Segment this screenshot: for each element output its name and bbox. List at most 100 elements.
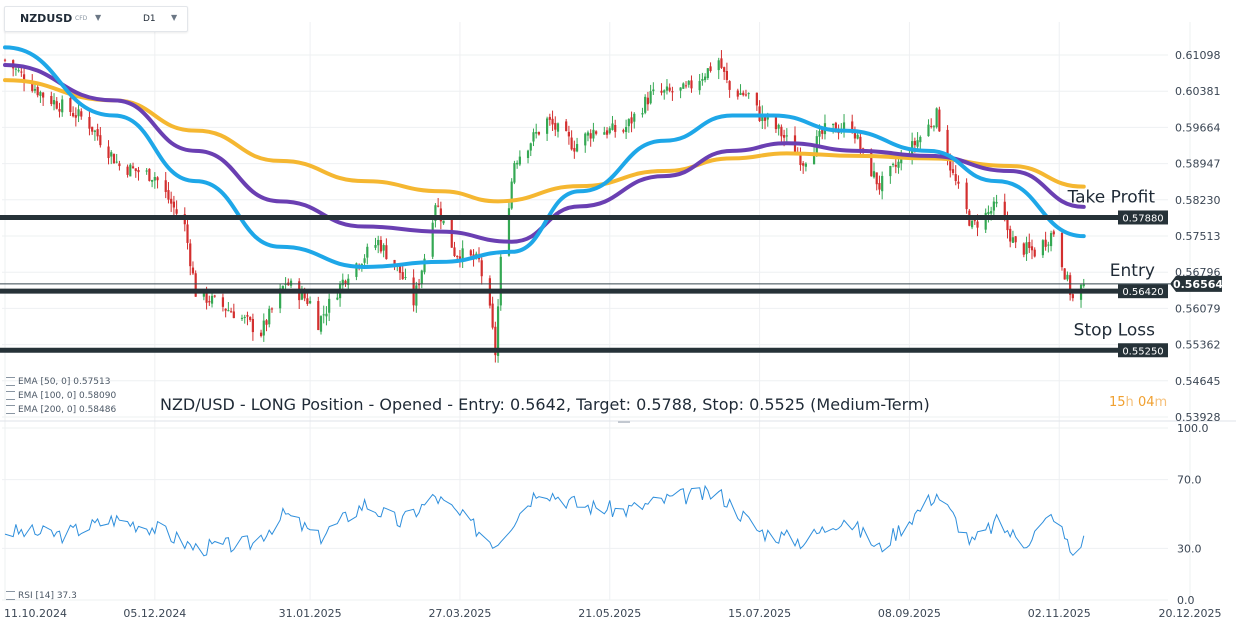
- candle-body: [1049, 233, 1053, 247]
- candle-body: [61, 99, 64, 113]
- candle-body: [96, 129, 99, 137]
- candle-body: [227, 310, 230, 312]
- chevron-down-icon[interactable]: ▼: [171, 13, 178, 22]
- candle-body: [1066, 274, 1069, 280]
- candle-body: [614, 125, 617, 132]
- candle-body: [58, 109, 61, 112]
- candle-body: [878, 182, 881, 190]
- candle-body: [110, 152, 113, 157]
- candle-body: [1041, 240, 1044, 256]
- ema200-legend[interactable]: EMA [200, 0] 0.58486: [6, 405, 116, 415]
- candle-body: [992, 201, 995, 211]
- candle-body: [494, 326, 497, 356]
- candle-body: [913, 140, 916, 146]
- chevron-down-icon[interactable]: ▼: [95, 13, 102, 22]
- indicator-settings-icon[interactable]: [6, 391, 15, 400]
- level-tag-text: 0.55250: [1122, 346, 1163, 357]
- candle-body: [935, 108, 938, 128]
- candle-body: [938, 109, 941, 132]
- candle-body: [709, 66, 712, 71]
- candle-body: [946, 129, 949, 161]
- candle-body: [510, 181, 513, 209]
- rsi-panel: 100.0 70.0 30.0 0.0: [4, 422, 1209, 607]
- candle-body: [1033, 249, 1036, 257]
- indicator-settings-icon[interactable]: [6, 377, 15, 386]
- candle-body: [516, 162, 519, 165]
- time-axis[interactable]: 11.10.2024 05.12.2024 31.01.2025 27.03.2025…: [4, 607, 1221, 620]
- candle-body: [1044, 239, 1047, 247]
- rsi-legend[interactable]: RSI [14] 37.3: [6, 591, 77, 601]
- indicator-settings-icon[interactable]: [6, 591, 15, 600]
- candle-body: [671, 91, 674, 93]
- candle-body: [366, 246, 369, 258]
- candle-body: [322, 314, 325, 316]
- candle-body: [897, 161, 900, 168]
- candle-body: [55, 101, 58, 109]
- candle-body: [875, 172, 878, 185]
- price-axis[interactable]: 0.61098 0.60381 0.59664 0.58947 0.58230 0.575…: [1175, 49, 1221, 424]
- ema50-legend[interactable]: EMA [50, 0] 0.57513: [6, 377, 110, 387]
- candle-body: [347, 278, 350, 285]
- symbol-selector[interactable]: NZDUSD CFD ▼ D1 ▼: [4, 6, 188, 32]
- panel-resize-handle[interactable]: [618, 421, 630, 423]
- candle-body: [80, 111, 83, 117]
- candle-body: [630, 117, 633, 124]
- candle-body: [325, 313, 328, 317]
- ema200-label: EMA [200, 0] 0.58486: [18, 405, 117, 415]
- candle-body: [112, 154, 116, 164]
- candle-body: [134, 168, 137, 171]
- candle-body: [990, 211, 993, 214]
- candles: [3, 50, 1085, 363]
- level-tag: [1118, 343, 1168, 358]
- candle-body: [205, 288, 208, 303]
- candle-body: [126, 166, 129, 175]
- candle-body: [706, 68, 709, 79]
- candle-body: [189, 243, 192, 267]
- candle-body: [821, 129, 824, 134]
- candle-body: [891, 163, 895, 166]
- candle-body: [439, 208, 442, 222]
- candle-body: [246, 315, 249, 317]
- candle-body: [232, 311, 235, 319]
- candle-body: [518, 156, 521, 165]
- candle-body: [573, 147, 576, 152]
- candle-body: [723, 67, 726, 72]
- candle-body: [17, 70, 20, 72]
- candle-body: [761, 114, 764, 122]
- candle-body: [1069, 275, 1072, 295]
- ema100-legend[interactable]: EMA [100, 0] 0.58090: [6, 391, 116, 401]
- candle-body: [870, 149, 873, 177]
- current-price-text: 0.56564: [1173, 278, 1223, 291]
- indicator-settings-icon[interactable]: [6, 405, 15, 414]
- time-tick-label: 15.07.2025: [728, 607, 791, 620]
- candle-body: [77, 109, 80, 117]
- time-tick-label: 31.01.2025: [279, 607, 342, 620]
- candle-body: [900, 156, 903, 164]
- ema50-line: [3, 45, 1086, 269]
- candle-body: [284, 283, 287, 285]
- candle-body: [175, 209, 178, 214]
- candle-body: [72, 113, 75, 117]
- candle-body: [91, 126, 94, 132]
- candle-body: [50, 95, 53, 104]
- level-tag-text: 0.57880: [1122, 213, 1163, 224]
- price-tick-label: 0.60381: [1175, 85, 1221, 98]
- candle-body: [567, 131, 570, 137]
- candle-body: [687, 80, 690, 85]
- candle-body: [780, 126, 783, 137]
- candle-body: [167, 190, 170, 200]
- candle-body: [379, 239, 383, 252]
- candle-body: [586, 132, 590, 136]
- candle-body: [665, 86, 669, 91]
- candle-body: [374, 244, 377, 248]
- candle-body: [832, 123, 835, 126]
- candle-body: [1009, 228, 1012, 242]
- candle-body: [31, 82, 34, 91]
- candle-body: [230, 311, 233, 313]
- candle-body: [622, 130, 625, 132]
- candle-body: [499, 256, 502, 306]
- candle-body: [742, 92, 745, 96]
- timeframe-value[interactable]: D1: [143, 14, 156, 24]
- candle-body: [74, 115, 77, 118]
